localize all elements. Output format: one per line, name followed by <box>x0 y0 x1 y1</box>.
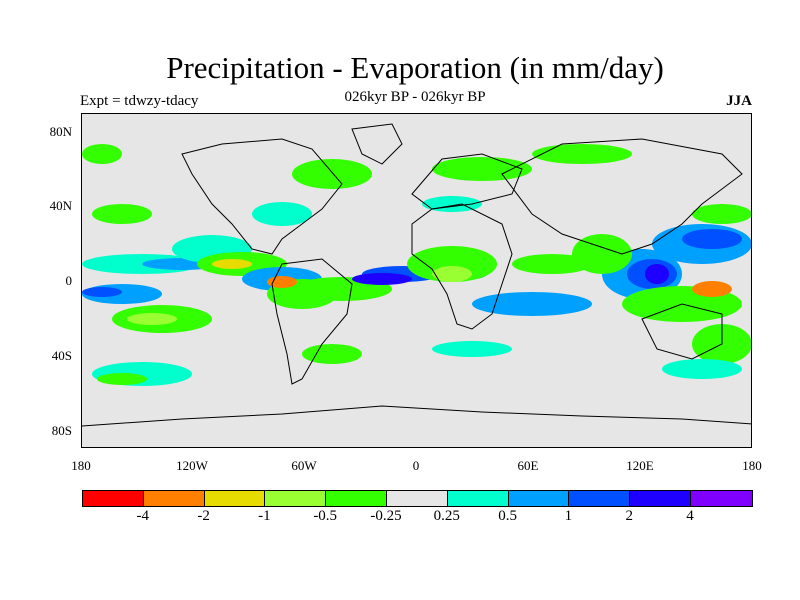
season-label: JJA <box>726 93 752 109</box>
subtitle: 026kyr BP - 026kyr BP <box>344 89 486 105</box>
lon-label-0: 0 <box>412 458 420 473</box>
colorbar-swatch <box>447 491 509 506</box>
lat-label-40s: 40S <box>51 348 72 363</box>
colorbar-swatch <box>630 491 691 506</box>
colorbar-swatch <box>690 491 752 506</box>
lon-label-120e: 120E <box>626 458 654 473</box>
lon-label-180w: 180 <box>71 458 91 473</box>
lat-label-0: 0 <box>65 273 73 288</box>
lat-label-80s: 80S <box>51 423 72 438</box>
colorbar-label: -2 <box>197 508 210 524</box>
colorbar-swatch <box>143 491 205 506</box>
colorbar-swatch <box>569 491 631 506</box>
colorbar-swatch <box>508 491 570 506</box>
lat-label-40n: 40N <box>49 198 72 213</box>
page-title: Precipitation - Evaporation (in mm/day) <box>166 50 664 85</box>
map-svg <box>82 123 751 427</box>
lon-label-120w: 120W <box>176 458 208 473</box>
colorbar-label: -0.5 <box>313 508 338 524</box>
colorbar-label: -1 <box>258 508 271 524</box>
colorbar <box>82 490 753 507</box>
colorbar-label: 1 <box>564 508 573 524</box>
colorbar-swatch <box>326 491 387 506</box>
colorbar-swatch <box>386 491 448 506</box>
colorbar-label: 2 <box>625 508 633 524</box>
map-panel <box>81 113 752 448</box>
colorbar-label: 0.25 <box>433 508 460 524</box>
lon-label-60e: 60E <box>517 458 539 473</box>
lon-label-180e: 180 <box>742 458 762 473</box>
colorbar-swatch <box>83 491 144 506</box>
colorbar-label: -4 <box>136 508 150 524</box>
colorbar-swatch <box>204 491 266 506</box>
anomaly-fields <box>82 144 751 386</box>
colorbar-label: 0.5 <box>498 508 517 524</box>
lat-label-80n: 80N <box>49 124 72 139</box>
colorbar-label: -0.25 <box>370 508 402 524</box>
lon-label-60w: 60W <box>291 458 317 473</box>
coastlines <box>82 123 751 427</box>
experiment-label: Expt = tdwzy-tdacy <box>80 93 199 109</box>
colorbar-label: 4 <box>686 508 694 524</box>
colorbar-swatch <box>265 491 327 506</box>
